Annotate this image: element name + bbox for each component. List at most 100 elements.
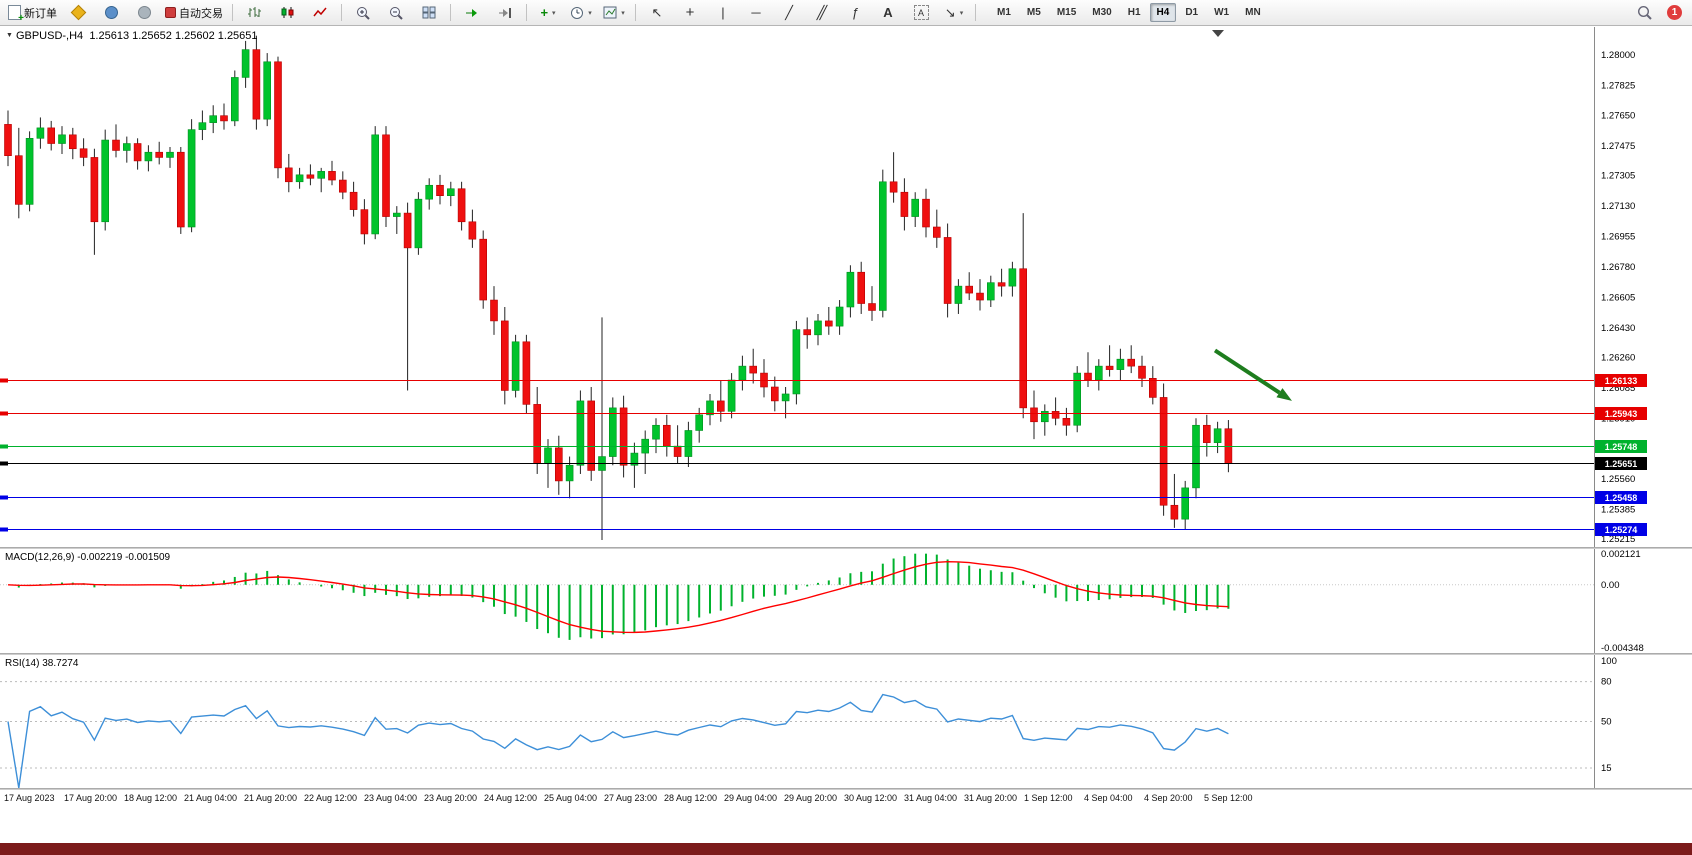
price-tag-1.26133 (1595, 374, 1647, 387)
text-label-tool-button[interactable]: A (905, 1, 937, 25)
macd-signal-line (7, 560, 1229, 634)
timeframe-button-M1[interactable]: M1 (997, 7, 1011, 18)
templates-button[interactable]: ▾ (598, 1, 630, 25)
profiles-button[interactable] (62, 1, 94, 25)
new-order-icon (8, 5, 24, 24)
timeframe-button-H4[interactable]: H4 (1149, 3, 1177, 22)
panel-separator[interactable] (0, 547, 1692, 549)
candlestick-series (4, 35, 1233, 541)
time-label: 23 Aug 20:00 (424, 793, 478, 803)
svg-text:1.28000: 1.28000 (1601, 50, 1635, 61)
cursor-tool-button[interactable]: ↖ (641, 1, 673, 25)
chevron-down-icon: ▾ (959, 9, 964, 17)
time-axis[interactable]: 17 Aug 2023 17 Aug 20:00 18 Aug 12:00 21 Au… (0, 791, 1692, 809)
profile-button[interactable] (95, 1, 127, 25)
chart-title: ▼ GBPUSD-,H4 1.25613 1.25652 1.25602 1.25… (6, 30, 258, 42)
svg-text:1.26085: 1.26085 (1601, 383, 1635, 394)
svg-text:1.26780: 1.26780 (1601, 262, 1635, 273)
crosshair-tool-button[interactable]: + (674, 1, 706, 25)
time-label: 21 Aug 04:00 (184, 793, 238, 803)
timeframe-button-M15[interactable]: M15 (1056, 7, 1077, 18)
chart-menu-icon[interactable]: ▼ (6, 32, 13, 39)
community-icon (137, 6, 151, 19)
time-label: 29 Aug 04:00 (724, 793, 778, 803)
timeframe-button-W1[interactable]: W1 (1214, 7, 1230, 18)
zoom-out-button[interactable] (380, 1, 412, 25)
time-label: 5 Sep 12:00 (1204, 793, 1253, 803)
zoom-in-button[interactable] (347, 1, 379, 25)
line-chart-button[interactable] (304, 1, 336, 25)
auto-scroll-button[interactable] (456, 1, 488, 25)
timeframe-button-MN[interactable]: MN (1245, 7, 1261, 18)
chart-shift-marker[interactable] (1212, 30, 1224, 37)
rsi-value: 38.7274 (42, 658, 79, 669)
rsi-panel[interactable]: 100 80 50 15 (0, 655, 1692, 788)
timeframe-button-M30[interactable]: M30 (1092, 7, 1112, 18)
fibonacci-tool-button[interactable]: ƒ (839, 1, 871, 25)
svg-text:1.25651: 1.25651 (1605, 459, 1638, 469)
indicators-button[interactable]: + ▾ (532, 1, 564, 25)
chart-shift-icon (499, 7, 511, 18)
chart-shift-button[interactable] (489, 1, 521, 25)
toolbar-separator (975, 4, 976, 21)
channel-tool-button[interactable]: ╱╱ (806, 1, 838, 25)
svg-text:1.27130: 1.27130 (1601, 201, 1635, 212)
tile-windows-icon (422, 6, 436, 19)
autotrading-button[interactable]: 自动交易 (161, 1, 227, 25)
time-label: 17 Aug 20:00 (64, 793, 118, 803)
time-label: 24 Aug 12:00 (484, 793, 538, 803)
templates-icon (603, 6, 617, 19)
community-button[interactable] (128, 1, 160, 25)
time-label: 18 Aug 12:00 (124, 793, 178, 803)
panel-separator[interactable] (0, 653, 1692, 655)
trend-arrow[interactable] (1213, 348, 1281, 395)
timeframe-button-M5[interactable]: M5 (1026, 7, 1041, 18)
price-tag-1.25458 (1595, 491, 1647, 504)
tile-windows-button[interactable] (413, 1, 445, 25)
timeframe-button-H1[interactable]: H1 (1127, 7, 1141, 18)
toolbar-separator (341, 4, 342, 21)
arrows-tool-button[interactable]: ↘ ▾ (938, 1, 970, 25)
notifications-badge[interactable]: 1 (1667, 5, 1682, 20)
autotrading-label: 自动交易 (179, 7, 223, 20)
horizontal-line-tool-button[interactable]: ─ (740, 1, 772, 25)
svg-text:0.00: 0.00 (1601, 580, 1620, 591)
text-icon: A (883, 5, 893, 20)
time-label: 22 Aug 12:00 (304, 793, 358, 803)
taskbar-strip (0, 843, 1692, 855)
candlestick-chart-button[interactable] (271, 1, 303, 25)
toolbar: 新订单 自动交易 (0, 0, 1692, 26)
time-label: 28 Aug 12:00 (664, 793, 718, 803)
svg-text:1.25385: 1.25385 (1601, 505, 1635, 516)
bar-chart-icon (247, 7, 261, 17)
svg-text:0.002121: 0.002121 (1601, 549, 1641, 560)
svg-text:1.25458: 1.25458 (1605, 493, 1638, 503)
toolbar-separator (635, 4, 636, 21)
rsi-indicator-label: RSI(14) 38.7274 (5, 658, 78, 669)
panel-separator[interactable] (0, 788, 1692, 790)
text-tool-button[interactable]: A (872, 1, 904, 25)
price-chart-panel[interactable]: 1.28000 1.27825 1.27650 1.27475 1.27305 1.271… (0, 27, 1692, 547)
timeframe-button-D1[interactable]: D1 (1185, 7, 1199, 18)
periods-button[interactable]: ▾ (565, 1, 597, 25)
profiles-icon (70, 4, 86, 21)
clock-icon (571, 6, 584, 19)
toolbar-separator (526, 4, 527, 21)
svg-text:15: 15 (1601, 763, 1612, 774)
vertical-line-tool-button[interactable]: | (707, 1, 739, 25)
search-button[interactable] (1629, 1, 1661, 25)
bar-chart-button[interactable] (238, 1, 270, 25)
new-order-button[interactable]: 新订单 (4, 1, 61, 25)
macd-values: -0.002219 -0.001509 (77, 552, 171, 563)
svg-text:1.26430: 1.26430 (1601, 323, 1635, 334)
svg-text:1.27305: 1.27305 (1601, 171, 1635, 182)
profile-icon (104, 6, 118, 19)
search-icon (1637, 5, 1652, 20)
macd-name: MACD(12,26,9) (5, 552, 75, 563)
svg-text:1.25560: 1.25560 (1601, 474, 1635, 485)
time-label: 17 Aug 2023 (4, 793, 55, 803)
trendline-tool-button[interactable]: ╱ (773, 1, 805, 25)
macd-panel[interactable]: 0.002121 0.00 -0.004348 (0, 549, 1692, 653)
time-label: 31 Aug 04:00 (904, 793, 958, 803)
